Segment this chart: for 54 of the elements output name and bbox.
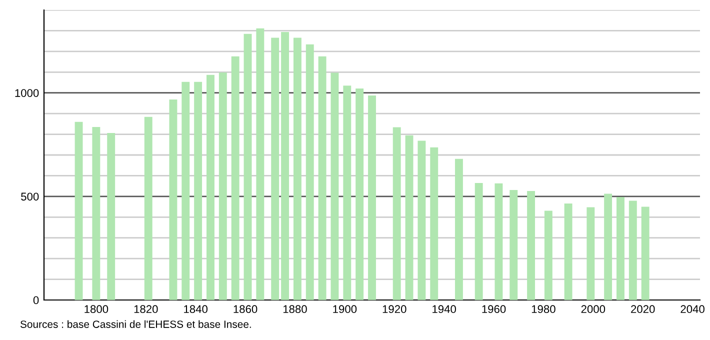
x-tick-label: 1840 [184, 305, 208, 314]
bar [256, 28, 264, 300]
bar [544, 210, 552, 300]
bar [454, 158, 463, 300]
x-tick-label: 2040 [680, 305, 704, 314]
bar [474, 182, 483, 300]
bar [604, 194, 612, 300]
bar [74, 122, 83, 300]
x-tick-label: 1900 [333, 305, 357, 314]
x-tick-label: 1960 [482, 305, 506, 314]
bar [418, 140, 426, 300]
bar [194, 82, 202, 300]
x-tick-label: 1860 [234, 305, 258, 314]
y-tick-label: 0 [33, 296, 39, 304]
y-tick-label: 500 [21, 192, 39, 201]
bar [218, 72, 227, 300]
bar [330, 72, 339, 300]
bar [527, 191, 536, 300]
source-note: Sources : base Cassini de l'EHESS et base Insee. [20, 320, 251, 328]
bar [206, 74, 214, 300]
bar [430, 147, 438, 300]
bar [405, 135, 414, 300]
x-tick-label: 1920 [382, 305, 406, 314]
bar [144, 116, 152, 300]
x-tick-label: 2020 [631, 305, 655, 314]
bar [318, 56, 326, 300]
bar [628, 200, 637, 300]
bar [293, 38, 302, 300]
bar [510, 190, 518, 300]
bar [281, 32, 290, 300]
bar [392, 127, 401, 300]
y-tick-label: 1000 [15, 89, 39, 97]
bar [343, 86, 352, 300]
bar [641, 206, 650, 300]
bar [107, 133, 116, 300]
bar [271, 38, 280, 300]
bar [356, 88, 364, 300]
bar [494, 183, 503, 300]
bar [182, 82, 190, 300]
bar [231, 56, 240, 300]
x-tick-label: 1820 [134, 305, 158, 314]
bar [616, 197, 624, 300]
x-tick-label: 2000 [581, 305, 606, 314]
x-tick-label: 1940 [432, 305, 456, 314]
bar [169, 99, 178, 300]
bar [368, 96, 376, 300]
bar [92, 127, 100, 300]
bar [306, 44, 314, 300]
x-tick-label: 1800 [84, 305, 108, 314]
bar [564, 203, 572, 300]
x-tick-label: 1980 [532, 305, 556, 314]
bar [244, 34, 252, 300]
bar [586, 207, 595, 300]
x-tick-label: 1880 [283, 305, 307, 314]
